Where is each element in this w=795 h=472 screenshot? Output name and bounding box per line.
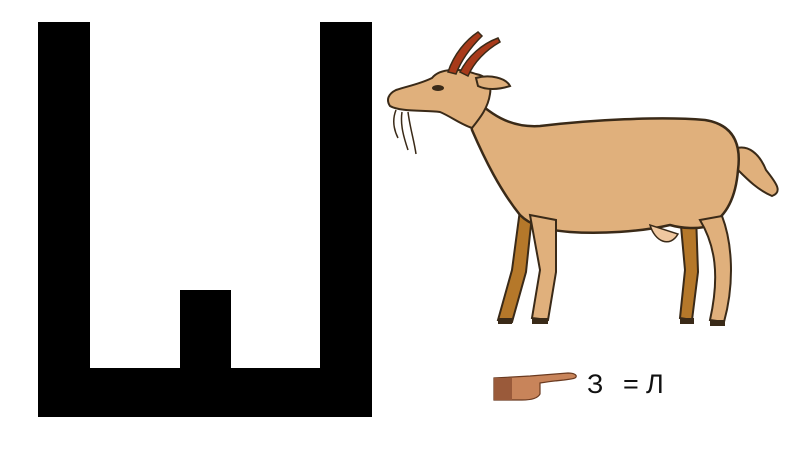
- goat-front-near-leg: [528, 213, 557, 322]
- goat-back-near-leg: [698, 214, 732, 324]
- goat-head: [387, 68, 492, 130]
- goat-hoof: [680, 318, 694, 324]
- pointing-hand-icon: [493, 372, 577, 401]
- goat-back-far-leg: [678, 214, 700, 322]
- goat-hoof: [498, 318, 512, 324]
- rebus-replacement-letter: Л: [646, 369, 664, 399]
- rebus-equals-sign: =: [623, 369, 639, 399]
- big-letter-sha: [38, 22, 372, 417]
- goat-horn: [458, 37, 501, 78]
- goat-body: [463, 86, 740, 234]
- letter-left-stem: [38, 22, 90, 417]
- goat-tail: [730, 146, 779, 198]
- goat-horn: [447, 31, 484, 75]
- goat-ear: [474, 75, 512, 90]
- goat-udder: [648, 223, 680, 243]
- goat-eye: [432, 85, 444, 91]
- letter-base: [38, 368, 372, 417]
- letter-right-stem: [320, 22, 372, 417]
- goat-beard: [393, 109, 417, 155]
- goat-front-far-leg: [496, 208, 534, 324]
- goat-illustration: [387, 31, 779, 326]
- goat-hoof: [532, 318, 548, 324]
- goat-hoof: [710, 320, 725, 326]
- rebus-removed-letter: З: [587, 369, 604, 399]
